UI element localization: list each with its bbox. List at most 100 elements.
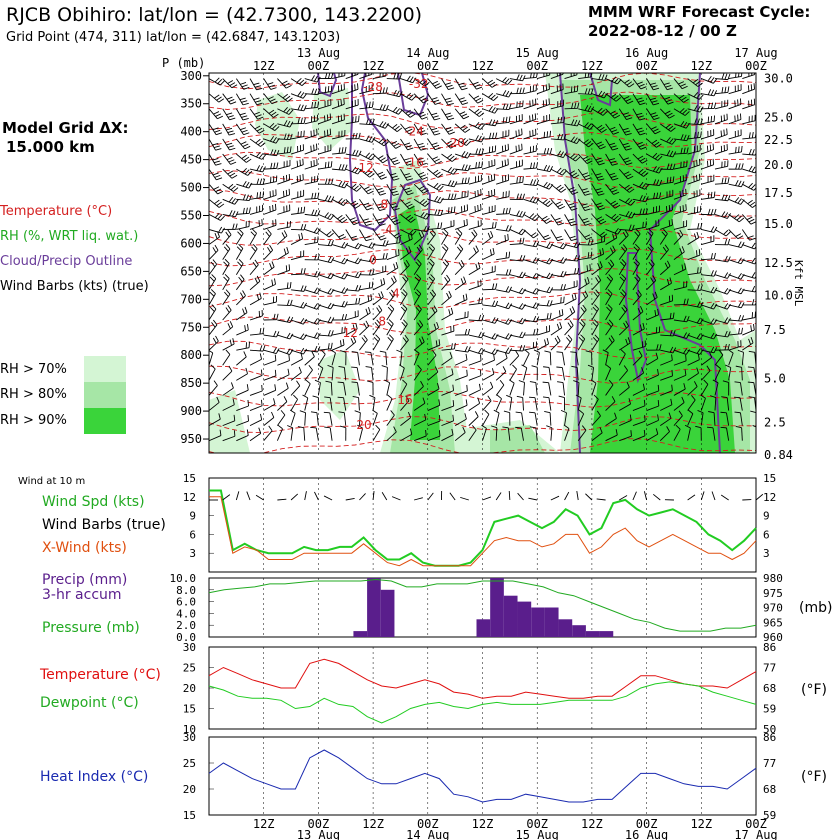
wind-barb-staff (605, 183, 614, 195)
wind-barb-flag (402, 276, 407, 283)
wind-barb (263, 203, 277, 215)
wind-barb (249, 327, 265, 336)
wind-barb-flag (563, 116, 566, 123)
wind-barb-flag (256, 178, 260, 185)
top-hour-label: 00Z (636, 59, 658, 73)
wind-barb-flag (452, 414, 454, 421)
wind-barb (304, 75, 321, 83)
wind-barb-flag (712, 143, 714, 150)
wind-barb-flag (317, 254, 320, 261)
wind-barb-staff (290, 334, 304, 340)
forecast-title: MMM WRF Forecast Cycle: (588, 3, 810, 21)
wind-barb-staff (673, 194, 687, 200)
height-tick-label: 5.0 (764, 372, 786, 386)
wind-barb (249, 165, 266, 173)
wind-barb (290, 189, 305, 200)
wind-barb-flag (515, 411, 522, 414)
wind-barb-staff (659, 431, 670, 442)
wind-barb-staff (356, 367, 360, 381)
wind-barb-flag (697, 267, 699, 274)
wind-barb-flag (224, 291, 229, 297)
wind-barb (331, 180, 349, 189)
top-day-label: 14 Aug (406, 46, 449, 60)
wind-barb-flag (341, 181, 346, 188)
wind-barb (413, 336, 425, 351)
wind-barb (673, 134, 690, 142)
wind-barb-flag (363, 186, 370, 190)
wind-barb-flag (682, 189, 684, 196)
wind-barb-flag (267, 82, 274, 85)
wind-barb (701, 89, 718, 97)
wind-barb-staff (687, 123, 701, 125)
wind-barb (249, 399, 263, 411)
wind-barb-staff (386, 382, 391, 396)
wind-barb (318, 342, 333, 351)
wind-barb-flag (260, 369, 263, 376)
forecast-cycle: 2022-08-12 / 00 Z (588, 22, 737, 40)
wind-barb (714, 99, 729, 110)
wind-barb-flag (453, 206, 456, 213)
wind-barb (496, 318, 513, 325)
bottom-day-label: 16 Aug (625, 828, 668, 840)
wind-barb-staff (687, 179, 701, 185)
wind-barb-flag (549, 130, 552, 137)
wind-barb-staff (454, 299, 468, 306)
wind-barb-staff (482, 194, 495, 200)
wind-barb (277, 299, 293, 306)
wind-barb (523, 179, 540, 186)
wind-barb (509, 228, 526, 236)
wind-barb (523, 84, 537, 95)
wind-barb (728, 214, 745, 223)
wind-barb-flag (529, 213, 535, 219)
temperature-contour (209, 438, 756, 453)
wind-barb-staff (673, 268, 686, 276)
wind-barb-flag (699, 106, 704, 113)
wind-barb-flag (228, 183, 234, 189)
wind-barb-staff (277, 387, 289, 396)
wind-barb-flag (463, 276, 467, 283)
wind-barb-staff (222, 435, 236, 442)
wind-barb (314, 379, 321, 396)
wind-barb (605, 319, 614, 336)
wind-barb (400, 229, 417, 236)
wind-barb-staff (468, 194, 482, 200)
wind-barb-flag (610, 160, 617, 164)
wind-barb-staff (222, 278, 230, 291)
wind-barb-flag (480, 203, 482, 211)
wind-barb-flag (314, 345, 318, 352)
wind-barb-flag (505, 302, 510, 309)
bottom-day-label: 14 Aug (406, 828, 449, 840)
wind-barb-flag (698, 94, 704, 100)
wind-barb-flag (214, 232, 218, 239)
wind-barb (359, 152, 376, 161)
wind-barb-flag (535, 257, 540, 264)
wind-barb-staff (537, 289, 550, 294)
wind-barb-staff (359, 299, 372, 306)
wind-barb-flag (287, 368, 290, 375)
wind-barb (331, 287, 349, 294)
legend-cloud-outline: Cloud/Precip Outline (0, 254, 132, 269)
wind-barb (331, 241, 349, 249)
wind-barb (605, 412, 617, 426)
wind-barb-flag (505, 286, 510, 292)
wind-barb-staff (441, 248, 449, 260)
wind-barb (564, 214, 577, 227)
wind-barb-flag (576, 242, 581, 248)
wind-barb-flag (406, 189, 412, 193)
wind-barb (441, 428, 454, 442)
wind-barb-staff (236, 312, 248, 321)
wind-barb-staff (755, 199, 756, 201)
wind-barb-flag (648, 243, 654, 249)
wind-barb (673, 229, 684, 245)
wind-barb (660, 294, 674, 306)
wind-barb (632, 221, 647, 230)
wind-barb-flag (267, 229, 272, 235)
wind-barb-staff (263, 349, 277, 355)
wind-barb-staff (372, 153, 383, 164)
wind-barb (564, 293, 577, 306)
wind-barb (701, 235, 715, 245)
wind-barb-flag (272, 347, 277, 354)
wind-barb-flag (371, 281, 374, 288)
wind-barb-flag (227, 115, 234, 118)
wind-barb-staff (386, 367, 388, 381)
